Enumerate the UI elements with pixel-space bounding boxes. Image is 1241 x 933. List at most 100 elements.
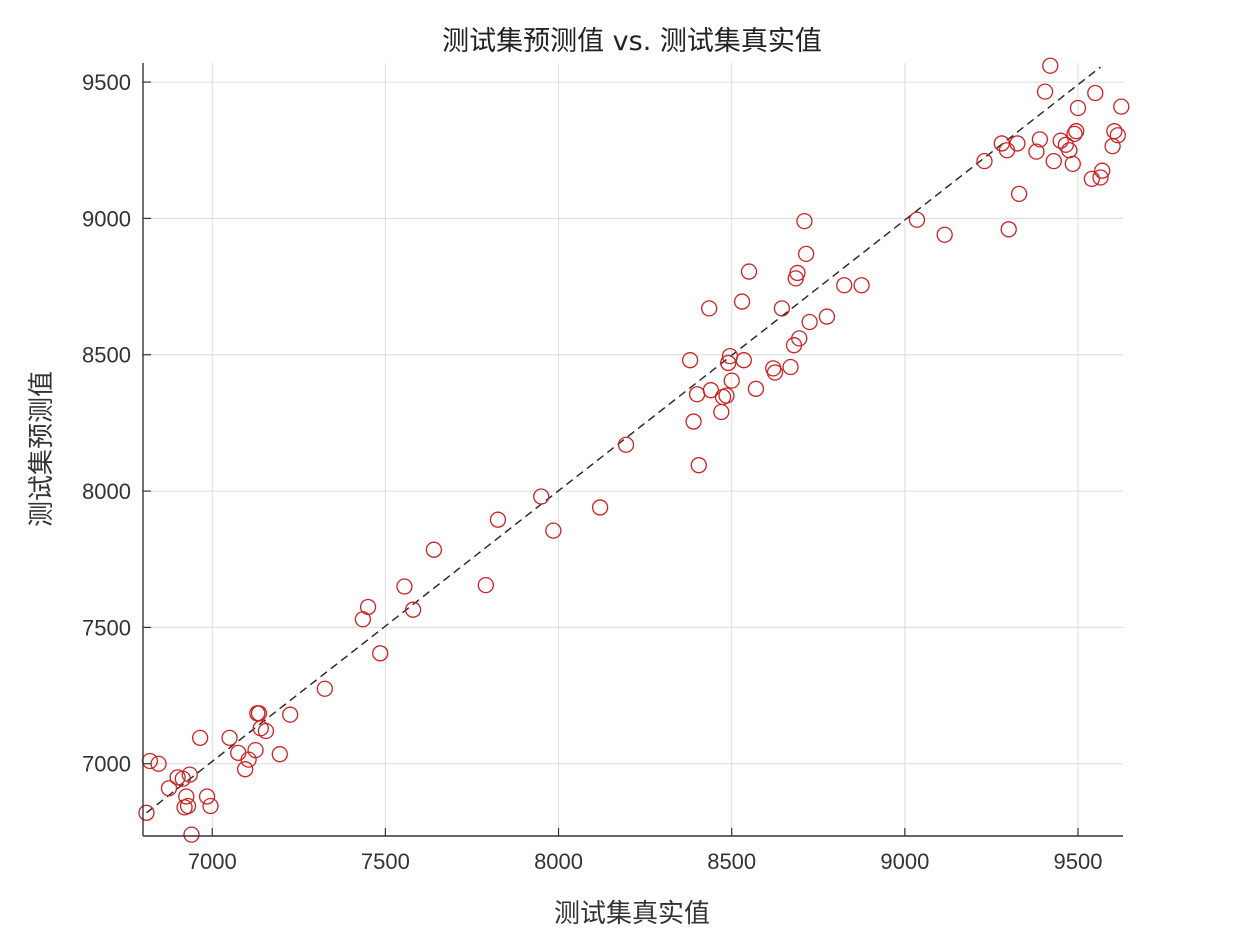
data-point [198,788,216,805]
data-point [1031,131,1049,148]
data-point [396,578,413,595]
data-point [1087,84,1104,102]
data-point [936,226,953,243]
data-point [688,386,706,403]
data-point [1000,221,1017,238]
data-point [1083,170,1100,188]
data-point [257,722,275,740]
data-point [690,457,707,474]
y-tick-label: 7000 [82,752,131,777]
data-point [797,245,815,263]
x-tick-label: 8500 [707,849,756,874]
data-point [178,788,195,805]
y-axis-label: 测试集预测值 [27,371,57,527]
data-point [718,387,735,404]
data-point [247,741,264,759]
data-point [1094,162,1111,179]
data-point [1066,125,1083,143]
data-point [818,308,836,325]
y-tick-label: 9500 [82,70,131,95]
data-point [477,576,494,594]
data-point [782,358,799,376]
data-point [723,372,740,389]
data-point [1106,123,1123,140]
grid-lines [143,63,1123,836]
data-point [237,761,254,778]
data-point [372,645,389,662]
data-point [533,488,550,505]
x-tick-label: 9500 [1054,849,1103,874]
data-point [1036,83,1054,100]
x-tick-label: 8000 [534,849,583,874]
data-point [1009,135,1026,152]
y-tick-label: 9000 [82,206,131,231]
data-point [316,680,333,697]
data-point [1064,155,1081,173]
data-points [138,57,1130,843]
data-point [202,797,219,815]
data-point [1045,153,1062,170]
data-point [681,352,699,369]
data-point [138,804,155,821]
data-point [713,403,730,421]
data-point [181,766,198,783]
x-tick-label: 9000 [880,849,929,874]
data-point [1010,185,1028,203]
data-point [1028,143,1045,160]
data-point [836,277,853,294]
data-point [702,382,720,399]
data-point [908,211,926,228]
data-point [791,330,808,347]
axes [142,63,1123,837]
data-point [282,706,299,723]
data-point [773,300,791,317]
data-point [191,729,209,746]
data-point [998,142,1016,159]
data-point [789,264,806,282]
x-tick-label: 7500 [361,849,410,874]
data-point [1042,57,1059,74]
data-point [1057,136,1075,153]
data-point [785,337,803,354]
data-point [701,300,718,317]
reference-line-layer [146,66,1101,814]
data-point [1092,169,1109,186]
data-point [735,352,752,369]
data-point [591,499,609,516]
y-tick-label: 7500 [82,615,131,640]
data-point [801,313,818,331]
reference-line [146,66,1101,814]
data-point [853,277,870,294]
data-point [183,826,200,843]
tick-labels: 7000 7500 8000 8500 9000 9500 7000 7500 8000 8500… [82,70,1102,874]
data-point [545,522,562,539]
data-point [1113,98,1130,115]
data-point [179,797,197,815]
data-point [766,364,784,381]
data-point [976,153,993,170]
data-point [1069,99,1087,117]
data-point [733,293,751,310]
data-point [720,354,737,372]
data-point [359,598,377,616]
data-point [489,511,507,528]
data-point [271,746,288,763]
x-axis-label: 测试集真实值 [554,899,710,929]
x-tick-label: 7000 [188,849,237,874]
data-point [685,413,702,430]
data-point [1061,142,1078,159]
data-point [425,541,443,558]
chart-title: 测试集预测值 vs. 测试集真实值 [442,26,822,57]
data-point [230,744,247,761]
y-tick-label: 8000 [82,479,131,504]
y-tick-label: 8500 [82,343,131,368]
data-point [150,755,167,772]
data-point [617,436,635,453]
data-point [1109,127,1126,144]
data-point [404,601,422,618]
data-point [141,752,159,770]
data-point [1068,123,1085,140]
data-point [796,212,813,230]
data-point [740,263,758,280]
